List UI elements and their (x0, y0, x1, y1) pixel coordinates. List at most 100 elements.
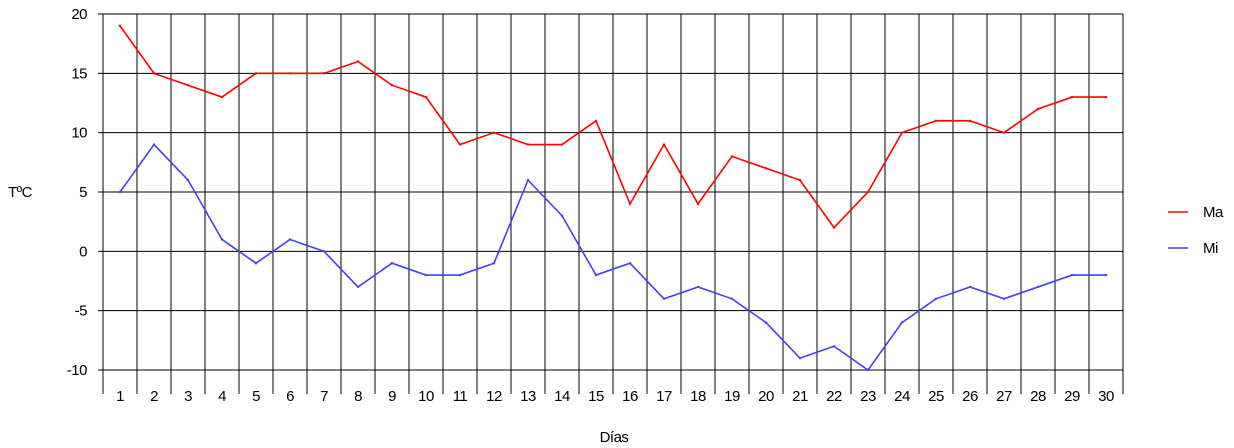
x-tick-label: 8 (354, 388, 362, 405)
x-tick-label: 24 (894, 388, 910, 405)
data-point-ma (832, 226, 836, 229)
data-point-mi (1036, 285, 1040, 289)
data-point-ma (288, 72, 292, 75)
series-lines (118, 24, 1108, 372)
data-point-ma (118, 24, 122, 28)
data-point-mi (492, 262, 496, 265)
x-tick-label: 11 (453, 388, 468, 405)
data-point-ma (968, 119, 972, 123)
data-point-mi (118, 190, 122, 194)
data-point-ma (356, 60, 360, 63)
x-tick-label: 3 (184, 388, 192, 405)
data-point-ma (696, 202, 700, 206)
x-tick-label: 5 (252, 388, 260, 405)
data-point-mi (458, 273, 462, 277)
data-point-mi (1070, 273, 1074, 277)
data-point-ma (152, 72, 156, 75)
x-tick-label: 27 (996, 388, 1012, 405)
legend: Ma Mi (1168, 204, 1224, 257)
data-point-mi (662, 297, 666, 300)
x-tick-label: 7 (320, 388, 328, 405)
data-point-mi (220, 238, 224, 241)
x-tick-label: 19 (724, 388, 740, 405)
x-tick-label: 15 (588, 388, 604, 405)
data-point-mi (968, 285, 972, 289)
data-point-ma (764, 167, 768, 170)
data-point-ma (424, 95, 428, 99)
data-point-mi (900, 321, 904, 324)
data-point-mi (1002, 297, 1006, 300)
data-point-mi (560, 214, 564, 217)
data-point-mi (322, 250, 326, 253)
data-point-mi (186, 178, 190, 182)
data-point-ma (322, 72, 326, 75)
x-tick-label: 30 (1098, 388, 1114, 405)
x-tick-label: 29 (1064, 388, 1080, 405)
y-tick-label: -5 (75, 303, 87, 320)
y-tick-label: 0 (79, 243, 87, 260)
data-point-mi (866, 368, 870, 372)
data-point-ma (492, 131, 496, 134)
x-tick-label: 12 (486, 388, 502, 405)
x-tick-label: 6 (286, 388, 294, 405)
y-tick-label: -10 (67, 362, 87, 379)
x-tick-label: 14 (554, 388, 570, 405)
x-tick-label: 9 (388, 388, 396, 405)
series-line-mi (119, 143, 1106, 372)
data-point-ma (662, 143, 666, 146)
data-point-mi (424, 273, 428, 277)
data-point-mi (628, 262, 632, 265)
x-tick-label: 13 (520, 388, 536, 405)
data-point-ma (594, 119, 598, 123)
data-point-mi (526, 178, 530, 182)
data-point-mi (934, 297, 938, 300)
x-axis-label: Días (600, 429, 629, 446)
x-tick-label: 20 (758, 388, 774, 405)
data-point-mi (390, 262, 394, 265)
y-axis-label: TºC (8, 184, 33, 201)
y-tick-label: 15 (71, 65, 87, 82)
data-point-mi (798, 356, 802, 360)
data-point-mi (832, 345, 836, 348)
data-point-mi (696, 285, 700, 289)
data-point-ma (798, 178, 802, 182)
y-tick-label: 5 (79, 184, 87, 201)
data-point-mi (152, 143, 156, 146)
data-point-ma (1002, 131, 1006, 134)
series-line-ma (119, 25, 1106, 229)
data-point-mi (594, 273, 598, 277)
data-point-ma (560, 143, 564, 146)
x-tick-label: 4 (218, 388, 226, 405)
x-tick-label: 21 (792, 388, 808, 405)
x-tick-label: 2 (150, 388, 158, 405)
x-tick-label: 10 (418, 388, 434, 405)
data-point-mi (1104, 273, 1108, 277)
data-point-ma (628, 202, 632, 206)
data-point-ma (220, 95, 224, 99)
legend-label-ma: Ma (1203, 204, 1224, 221)
data-point-ma (458, 143, 462, 146)
data-point-mi (356, 285, 360, 289)
data-point-ma (1104, 95, 1108, 99)
x-tick-label: 26 (962, 388, 978, 405)
y-tick-label: 10 (71, 125, 87, 142)
x-tick-label: 17 (656, 388, 672, 405)
data-point-mi (730, 297, 734, 300)
data-point-ma (186, 84, 190, 87)
data-point-ma (390, 84, 394, 87)
data-point-ma (730, 155, 734, 158)
x-tick-label: 22 (826, 388, 842, 405)
data-point-ma (934, 119, 938, 123)
x-tick-label: 18 (690, 388, 706, 405)
data-point-mi (288, 238, 292, 241)
x-tick-label: 23 (860, 388, 876, 405)
data-point-ma (254, 72, 258, 75)
data-point-ma (866, 190, 870, 194)
data-point-mi (764, 321, 768, 324)
data-point-ma (1036, 107, 1040, 111)
x-tick-label: 28 (1030, 388, 1046, 405)
x-tick-label: 1 (116, 388, 124, 405)
data-point-ma (526, 143, 530, 146)
